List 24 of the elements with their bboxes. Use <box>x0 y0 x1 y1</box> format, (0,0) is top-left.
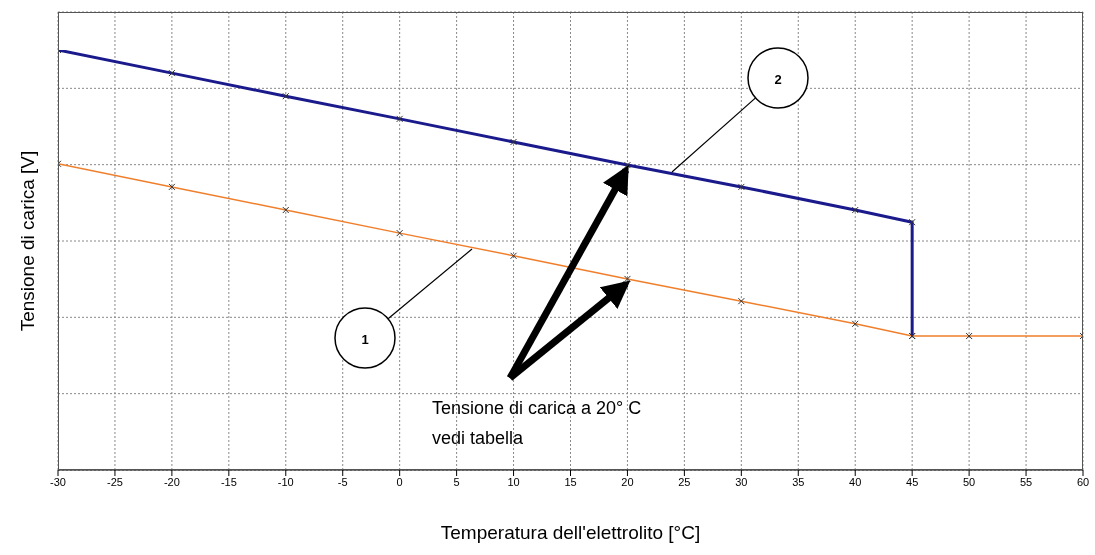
x-tick-label: 50 <box>962 475 976 488</box>
x-tick-label: 5 <box>453 475 460 488</box>
x-tick-label: -10 <box>277 475 294 488</box>
x-tick-label: 10 <box>507 475 520 488</box>
annotation: 2 <box>774 72 782 87</box>
x-tick-label: 45 <box>906 475 919 488</box>
x-tick-label: 55 <box>1019 475 1033 488</box>
x-tick-label: 20 <box>621 475 634 488</box>
x-tick-label: -5 <box>337 475 348 488</box>
annotation: Tensione di carica a 20° C vedi tabella <box>432 398 642 448</box>
x-tick-label: -25 <box>106 475 123 488</box>
x-tick-label: 35 <box>792 475 805 488</box>
x-tick-label: 25 <box>678 475 691 488</box>
x-tick-label: -20 <box>163 475 180 488</box>
x-tick-label: 0 <box>396 475 403 488</box>
x-tick-label: -15 <box>220 475 237 488</box>
x-tick-label: -30 <box>50 475 66 488</box>
annotation: 1 <box>361 332 369 347</box>
x-tick-label: 15 <box>564 475 577 488</box>
y-axis-title: Tensione di carica [V] <box>17 150 39 332</box>
x-axis-title: Temperatura dell'elettrolito [°C] <box>440 522 701 543</box>
x-tick-label: 30 <box>735 475 748 488</box>
x-tick-label: 60 <box>1076 475 1090 488</box>
x-tick-label: 40 <box>849 475 862 488</box>
